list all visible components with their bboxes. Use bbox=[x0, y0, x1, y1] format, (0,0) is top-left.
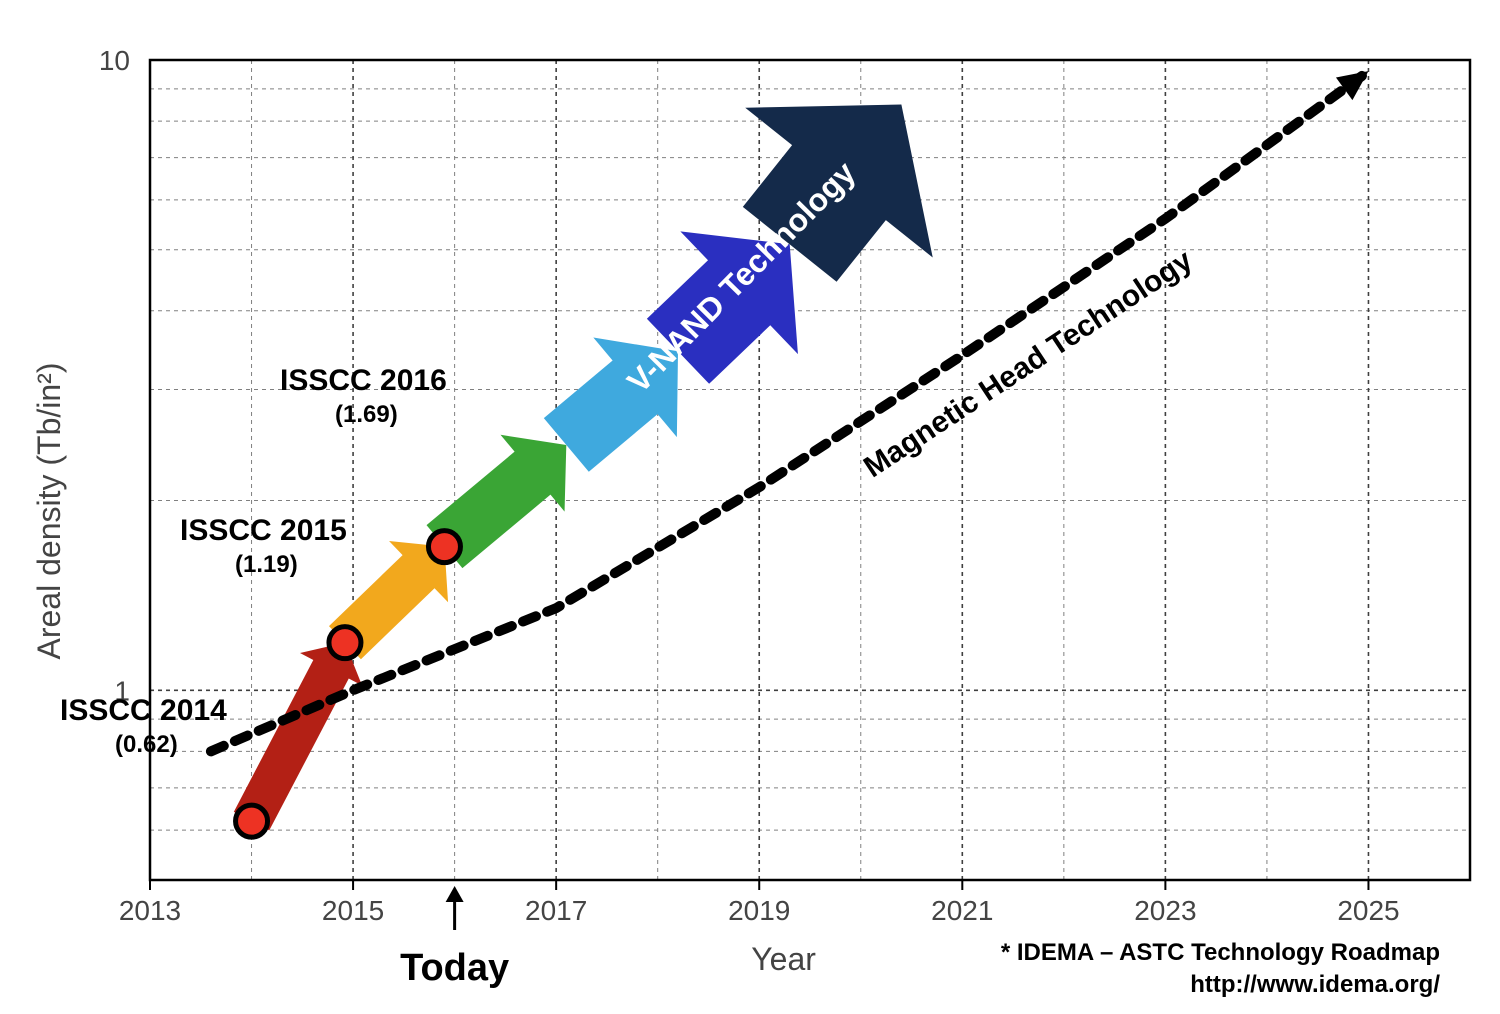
x-tick-label: 2015 bbox=[322, 895, 384, 926]
footnote-line2: http://www.idema.org/ bbox=[1190, 971, 1440, 998]
data-point bbox=[428, 531, 460, 563]
data-point-title: ISSCC 2016 bbox=[280, 364, 447, 397]
y-tick-label: 10 bbox=[99, 45, 130, 76]
chart-container: 2013201520172019202120232025110YearAreal… bbox=[0, 0, 1500, 1014]
data-point-value: (0.62) bbox=[115, 731, 178, 758]
x-tick-label: 2013 bbox=[119, 895, 181, 926]
x-axis-label: Year bbox=[751, 941, 816, 977]
x-tick-label: 2023 bbox=[1134, 895, 1196, 926]
data-point-value: (1.19) bbox=[235, 551, 298, 578]
chart-bg bbox=[0, 0, 1500, 1014]
data-point-title: ISSCC 2015 bbox=[180, 514, 347, 547]
areal-density-chart: 2013201520172019202120232025110YearAreal… bbox=[0, 0, 1500, 1014]
x-tick-label: 2017 bbox=[525, 895, 587, 926]
y-axis-label: Areal density (Tb/in²) bbox=[31, 363, 67, 660]
data-point bbox=[236, 805, 268, 837]
data-point-value: (1.69) bbox=[335, 401, 398, 428]
footnote-line1: * IDEMA – ASTC Technology Roadmap bbox=[1001, 939, 1440, 966]
today-label: Today bbox=[400, 947, 509, 989]
x-tick-label: 2019 bbox=[728, 895, 790, 926]
data-point bbox=[329, 627, 361, 659]
x-tick-label: 2021 bbox=[931, 895, 993, 926]
x-tick-label: 2025 bbox=[1337, 895, 1399, 926]
data-point-title: ISSCC 2014 bbox=[60, 694, 227, 727]
